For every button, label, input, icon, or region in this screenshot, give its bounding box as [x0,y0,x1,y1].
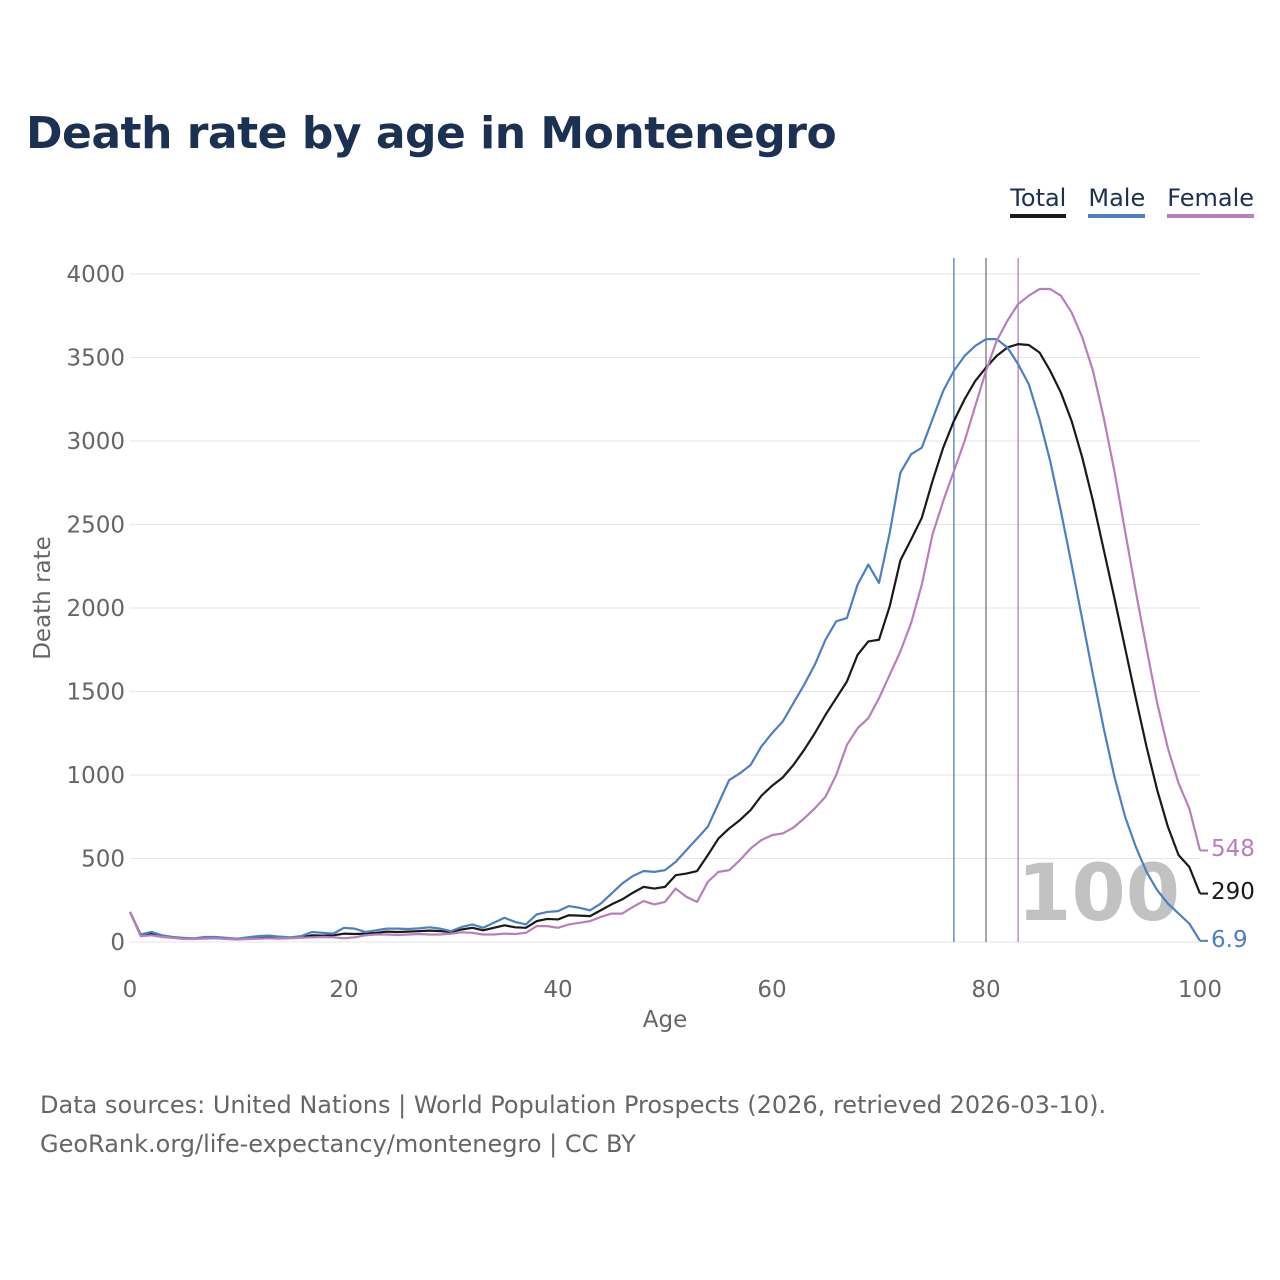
x-tick-label: 60 [757,977,786,1003]
x-tick-label: 100 [1178,977,1222,1003]
end-label-male: 6.9 [1211,927,1248,953]
y-tick-label: 0 [110,930,125,956]
legend-item-female[interactable]: Female [1167,184,1254,218]
end-label-female: 548 [1211,836,1255,862]
end-label-total: 290 [1211,879,1255,905]
y-tick-label: 2000 [66,596,125,622]
x-tick-label: 0 [123,977,138,1003]
y-tick-label: 3500 [66,346,125,372]
death-rate-line-chart: 0 500 1000 1500 2000 2500 3000 3500 4000 0 20 40 60 8… [30,258,1255,1033]
series-line-male [129,338,1201,942]
legend: Total Male Female [1010,184,1254,218]
chart-title: Death rate by age in Montenegro [26,108,837,159]
series-line-female [128,287,1202,941]
series-line-total [128,343,1202,941]
year-watermark: 100 [1017,849,1180,939]
x-axis-title: Age [643,1007,687,1033]
y-tick-label: 4000 [66,262,125,288]
y-tick-label: 1000 [66,763,125,789]
legend-item-total[interactable]: Total [1010,184,1067,218]
source-line-2: GeoRank.org/life-expectancy/montenegro |… [40,1130,636,1158]
y-tick-label: 1500 [66,680,125,706]
source-note: Data sources: United Nations | World Pop… [40,1086,1106,1164]
legend-item-male[interactable]: Male [1088,184,1146,218]
x-tick-label: 20 [329,977,358,1003]
y-tick-label: 2500 [66,513,125,539]
x-tick-label: 80 [971,977,1000,1003]
y-tick-label: 3000 [66,429,125,455]
source-line-1: Data sources: United Nations | World Pop… [40,1091,1107,1119]
y-axis-title: Death rate [30,536,56,660]
x-tick-label: 40 [543,977,572,1003]
y-tick-label: 500 [81,847,125,873]
